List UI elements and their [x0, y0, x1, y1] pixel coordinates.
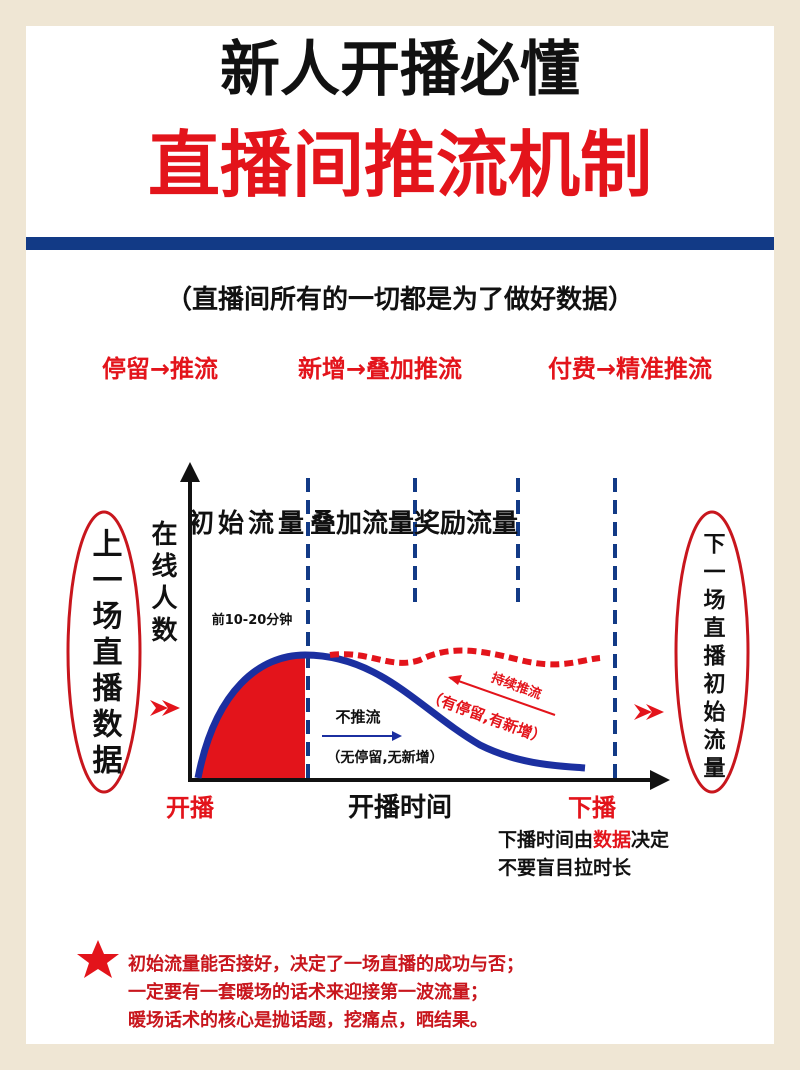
end-note-part: 数据 — [593, 828, 631, 851]
x-label: 开播时间 — [348, 793, 452, 823]
arrowhead — [448, 675, 462, 685]
traffic-curve — [194, 651, 586, 779]
note: （直播间所有的一切都是为了做好数据） — [166, 284, 634, 315]
arrow — [634, 704, 664, 720]
arrowhead — [650, 770, 670, 790]
phase: 初始流量 — [188, 509, 308, 539]
nopush-note: （无停留,无新增） — [326, 749, 443, 766]
y-label: 在线人数 — [147, 520, 177, 648]
phase: 叠加流量 — [310, 509, 414, 539]
subtitle: 直播间推流机制 — [148, 123, 652, 207]
arrowhead — [392, 731, 402, 741]
initial-area — [198, 655, 305, 778]
start: 开播 — [166, 794, 215, 822]
end-note-part: 下播时间由 — [498, 828, 593, 851]
phase: 奖励流量 — [414, 508, 518, 539]
phase-lines — [306, 478, 617, 780]
left-oval — [66, 510, 142, 794]
left-box: 上一场直播数据 — [87, 528, 123, 780]
right-box: 下一场直播初始流量 — [700, 532, 726, 784]
phase-note: 前10-20分钟 — [212, 612, 293, 628]
end-note: 下播时间由数据决定 — [498, 828, 669, 851]
divider — [26, 237, 774, 250]
tip: 初始流量能否接好，决定了一场直播的成功与否； — [128, 953, 524, 975]
tip: 一定要有一套暖场的话术来迎接第一波流量； — [128, 981, 488, 1003]
push-curve — [329, 647, 601, 668]
flow: 新增→叠加推流 — [298, 355, 462, 383]
card — [26, 26, 774, 1044]
tip: 暖场话术的核心是抛话题，挖痛点，晒结果。 — [128, 1009, 488, 1031]
star — [77, 940, 119, 978]
arrow — [150, 700, 180, 716]
title: 新人开播必懂 — [220, 35, 580, 105]
flow: 停留→推流 — [102, 355, 218, 383]
right-oval — [674, 510, 750, 794]
arrowhead — [180, 462, 200, 482]
end: 下播 — [568, 794, 617, 822]
end-note2: 不要盲目拉时长 — [498, 856, 632, 879]
nopush-label: 不推流 — [335, 708, 380, 726]
push-arrow — [449, 677, 556, 716]
flow: 付费→精准推流 — [548, 355, 712, 383]
end-note-part: 决定 — [631, 828, 669, 851]
